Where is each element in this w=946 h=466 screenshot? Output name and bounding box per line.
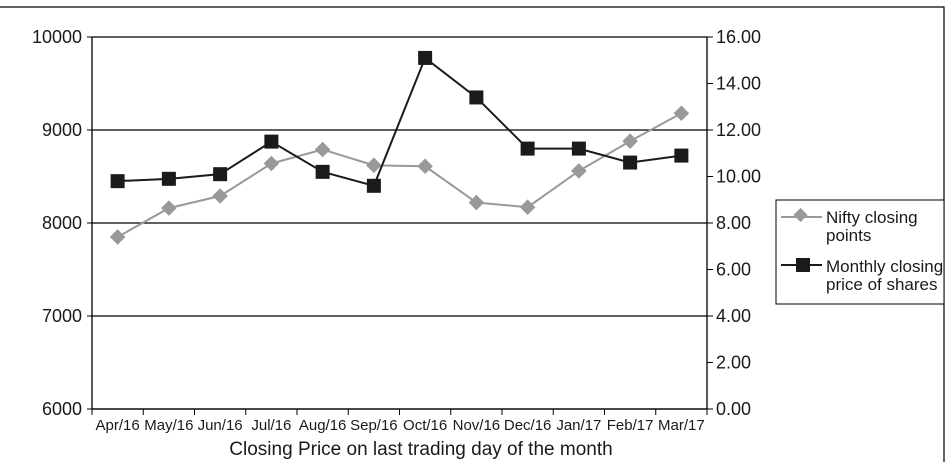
left-tick-label: 9000 bbox=[42, 120, 82, 140]
legend-share-square-icon bbox=[796, 258, 810, 272]
nifty-point bbox=[468, 194, 485, 211]
x-tick-label: Apr/16 bbox=[96, 417, 140, 434]
x-tick-label: Mar/17 bbox=[658, 417, 705, 434]
nifty-point bbox=[263, 155, 280, 172]
right-tick-label: 16.00 bbox=[716, 27, 761, 47]
nifty-point bbox=[212, 188, 228, 204]
x-tick-label: Jul/16 bbox=[251, 417, 291, 434]
share-price-point bbox=[161, 171, 176, 186]
left-axis-tick-labels: 6000 7000 8000 9000 10000 bbox=[32, 27, 82, 419]
x-tick-label: Aug/16 bbox=[299, 417, 347, 434]
legend-share-label: Monthly closing price of shares bbox=[826, 257, 943, 294]
share-price-point bbox=[418, 50, 433, 65]
series-line-nifty bbox=[117, 112, 682, 238]
x-tick-label: Oct/16 bbox=[403, 417, 447, 434]
share-price-point bbox=[366, 178, 381, 193]
x-tick-label: Sep/16 bbox=[350, 417, 398, 434]
right-tick-label: 12.00 bbox=[716, 120, 761, 140]
x-tick-label: Jan/17 bbox=[556, 417, 601, 434]
nifty-point bbox=[571, 163, 587, 179]
share-price-point bbox=[674, 148, 689, 163]
right-tick-label: 14.00 bbox=[716, 74, 761, 94]
share-price-point bbox=[110, 174, 125, 189]
right-axis-tick-labels: 0.00 2.00 4.00 6.00 8.00 10.00 12.00 14.00 16.00 bbox=[716, 27, 761, 419]
right-tick-label: 6.00 bbox=[716, 260, 751, 280]
right-tick-label: 8.00 bbox=[716, 213, 751, 233]
x-tick-label: Jun/16 bbox=[198, 417, 243, 434]
share-price-point bbox=[213, 167, 228, 182]
legend: Nifty closing points Monthly closing price… bbox=[775, 199, 945, 305]
right-tick-label: 0.00 bbox=[716, 399, 751, 419]
nifty-point bbox=[622, 133, 638, 149]
series-line-shares bbox=[117, 56, 682, 187]
share-price-point bbox=[571, 141, 586, 156]
nifty-point bbox=[109, 229, 126, 245]
left-tick-label: 6000 bbox=[42, 399, 82, 419]
right-tick-label: 4.00 bbox=[716, 306, 751, 326]
share-price-point bbox=[520, 141, 535, 156]
series-layer bbox=[109, 50, 690, 245]
legend-nifty-label: Nifty closing points bbox=[826, 208, 918, 245]
x-tick-label: Dec/16 bbox=[504, 417, 552, 434]
nifty-point bbox=[417, 158, 433, 175]
left-tick-label: 10000 bbox=[32, 27, 82, 47]
nifty-point bbox=[366, 157, 382, 174]
share-price-point bbox=[469, 90, 484, 105]
nifty-point bbox=[519, 199, 536, 215]
x-tick-label: Feb/17 bbox=[607, 417, 654, 434]
x-axis-tick-labels: Apr/16 May/16 Jun/16 Jul/16 Aug/16 Sep/16 Oct/… bbox=[96, 417, 705, 434]
grid-lines bbox=[92, 36, 707, 410]
left-tick-label: 8000 bbox=[42, 213, 82, 233]
x-tick-label: Nov/16 bbox=[453, 417, 501, 434]
axes bbox=[87, 36, 713, 415]
left-tick-label: 7000 bbox=[42, 306, 82, 326]
share-price-point bbox=[264, 134, 279, 149]
legend-nifty-diamond-icon bbox=[793, 207, 808, 223]
right-tick-label: 10.00 bbox=[716, 167, 761, 187]
nifty-point bbox=[314, 141, 331, 158]
outer-frame bbox=[0, 6, 945, 462]
nifty-point bbox=[673, 105, 690, 122]
x-tick-label: May/16 bbox=[144, 417, 193, 434]
share-price-point bbox=[623, 155, 638, 170]
x-axis-title: Closing Price on last trading day of the… bbox=[229, 439, 612, 460]
share-price-point bbox=[315, 164, 330, 179]
nifty-point bbox=[161, 200, 177, 216]
right-tick-label: 2.00 bbox=[716, 353, 751, 373]
